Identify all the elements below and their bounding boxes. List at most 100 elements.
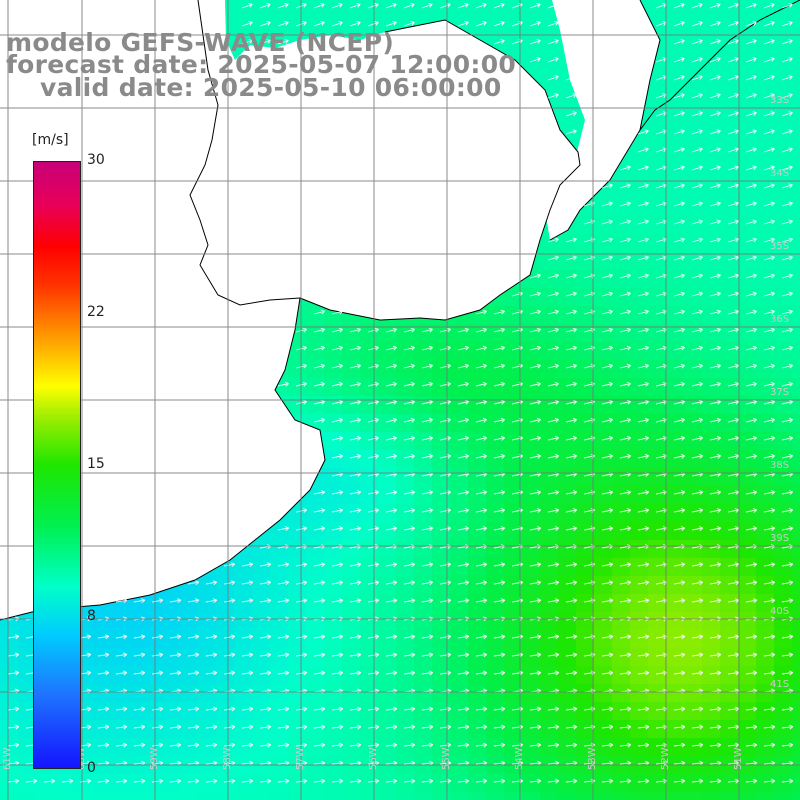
wind-arrow: [727, 417, 740, 423]
wind-arrow: [151, 742, 164, 748]
wind-arrow: [547, 291, 559, 297]
wind-arrow: [115, 652, 128, 658]
wind-arrow: [385, 706, 398, 712]
wind-arrow: [529, 634, 542, 640]
wind-arrow: [745, 147, 757, 153]
wind-arrow: [403, 345, 416, 351]
wind-arrow: [709, 183, 721, 189]
wind-arrow: [313, 345, 326, 351]
wind-arrow: [547, 417, 560, 423]
wind-arrow: [475, 363, 488, 369]
wind-arrow: [457, 363, 470, 369]
wind-arrow: [493, 363, 506, 369]
wind-arrow: [151, 706, 164, 712]
wind-arrow: [691, 129, 703, 135]
wind-arrow: [619, 255, 631, 261]
wind-arrow: [367, 435, 380, 441]
wind-arrow: [727, 57, 739, 63]
wind-arrow: [547, 778, 560, 784]
wind-arrow: [781, 39, 793, 45]
wind-arrow: [259, 724, 272, 730]
wind-arrow: [619, 490, 632, 495]
wind-arrow: [457, 490, 470, 495]
wind-arrow: [565, 706, 578, 712]
wind-arrow: [529, 435, 542, 441]
wind-arrow: [619, 453, 632, 459]
wind-arrow: [277, 381, 290, 387]
wind-arrow: [403, 670, 416, 676]
wind-arrow: [781, 490, 794, 495]
wind-arrow: [439, 435, 452, 441]
wind-arrow: [385, 21, 397, 27]
wind-arrow: [25, 778, 38, 784]
wind-arrow: [547, 580, 560, 586]
wind-arrow: [601, 453, 614, 459]
wind-arrow: [367, 21, 379, 27]
wind-arrow: [745, 490, 758, 495]
wind-arrow: [745, 580, 758, 586]
wind-arrow: [763, 634, 776, 640]
wind-arrow: [781, 129, 793, 135]
wind-arrow: [7, 706, 20, 712]
wind-arrow: [619, 309, 632, 315]
wind-arrow: [601, 634, 614, 640]
wind-arrow: [637, 129, 649, 135]
wind-arrow: [781, 724, 794, 730]
wind-arrow: [457, 453, 470, 459]
wind-arrow: [601, 526, 614, 531]
wind-arrow: [619, 219, 631, 225]
wind-arrow: [529, 57, 541, 63]
wind-arrow: [763, 129, 775, 135]
wind-arrow: [691, 363, 704, 369]
wind-arrow: [151, 598, 164, 604]
wind-arrow: [781, 435, 794, 441]
wind-arrow: [547, 399, 560, 405]
wind-arrow: [385, 652, 398, 658]
wind-arrow: [313, 580, 326, 586]
wind-arrow: [637, 183, 649, 189]
latitude-label: 37S: [770, 387, 789, 398]
wind-arrow: [97, 670, 110, 676]
wind-arrow: [727, 219, 739, 225]
wind-arrow: [421, 670, 434, 676]
wind-arrow: [547, 327, 560, 333]
wind-arrow: [457, 724, 470, 730]
wind-arrow: [421, 363, 434, 369]
wind-arrow: [673, 381, 686, 387]
wind-arrow: [619, 201, 631, 207]
wind-arrow: [241, 742, 254, 748]
wind-arrow: [709, 706, 722, 712]
wind-arrow: [727, 183, 739, 189]
wind-arrow: [565, 652, 578, 658]
wind-arrow: [259, 580, 272, 586]
wind-arrow: [529, 363, 542, 369]
wind-arrow: [601, 201, 613, 207]
wind-arrow: [763, 778, 776, 784]
wind-arrow: [601, 508, 614, 513]
wind-arrow: [223, 598, 236, 604]
wind-arrow: [601, 273, 613, 279]
wind-arrow: [475, 381, 488, 387]
wind-arrow: [331, 363, 344, 369]
wind-arrow: [709, 580, 722, 586]
wind-arrow: [403, 508, 416, 513]
wind-arrow: [727, 670, 740, 676]
wind-arrow: [565, 399, 578, 405]
wind-arrow: [529, 742, 542, 748]
wind-arrow: [727, 237, 739, 243]
wind-arrow: [241, 652, 254, 658]
longitude-label: 57W: [295, 747, 306, 770]
wind-arrow: [781, 291, 793, 297]
wind-arrow: [331, 652, 344, 658]
wind-arrow: [277, 526, 290, 531]
wind-arrow: [529, 580, 542, 586]
wind-arrow: [367, 580, 380, 586]
longitude-label: 53W: [587, 747, 598, 770]
wind-arrow: [457, 742, 470, 748]
wind-arrow: [367, 526, 380, 531]
wind-arrow: [151, 778, 164, 784]
wind-arrow: [439, 742, 452, 748]
wind-arrow: [637, 255, 649, 261]
longitude-label: 54W: [514, 747, 525, 770]
wind-arrow: [781, 598, 794, 604]
